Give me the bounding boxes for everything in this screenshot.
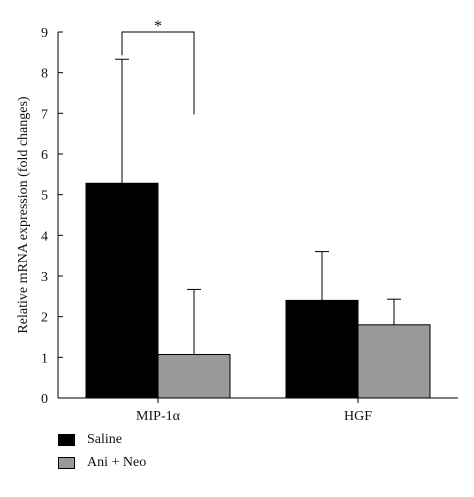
y-tick-label: 9	[41, 26, 48, 41]
y-axis-label: Relative mRNA expression (fold changes)	[16, 96, 31, 334]
significance-bracket	[121, 31, 195, 115]
annotations-layer: *	[121, 18, 195, 115]
significance-star: *	[154, 18, 162, 35]
bar-hgf-ani-neo	[357, 324, 431, 399]
y-tick-label: 6	[41, 148, 48, 163]
x-tick-label: MIP-1α	[136, 409, 181, 424]
y-tick-label: 8	[41, 67, 48, 82]
legend-item-saline: Saline	[58, 430, 146, 450]
legend-swatch-saline	[58, 434, 75, 446]
y-tick-label: 4	[41, 229, 48, 244]
bar-hgf-saline	[285, 299, 359, 399]
legend-swatch-ani-neo	[58, 457, 75, 469]
legend-label-ani-neo: Ani + Neo	[87, 455, 147, 470]
x-tick-label: HGF	[344, 409, 372, 424]
axes-layer: 0 1 2 3 4 5 6 7 8 9 MIP-1α HGF Relative mRNA express…	[16, 26, 458, 424]
y-tick-label: 0	[41, 392, 48, 407]
bar-mip1a-saline	[85, 182, 159, 399]
y-tick-label: 2	[41, 311, 48, 326]
y-tick-label: 3	[41, 270, 48, 285]
y-tick-label: 1	[41, 351, 48, 366]
legend-item-ani-neo: Ani + Neo	[58, 453, 146, 473]
legend: Saline Ani + Neo	[58, 430, 146, 476]
legend-label-saline: Saline	[87, 432, 122, 447]
y-tick-label: 5	[41, 189, 48, 204]
y-tick-label: 7	[41, 107, 48, 122]
bar-mip1a-ani-neo	[157, 353, 231, 399]
error-bars-layer	[115, 58, 401, 355]
bars-layer	[85, 182, 431, 399]
